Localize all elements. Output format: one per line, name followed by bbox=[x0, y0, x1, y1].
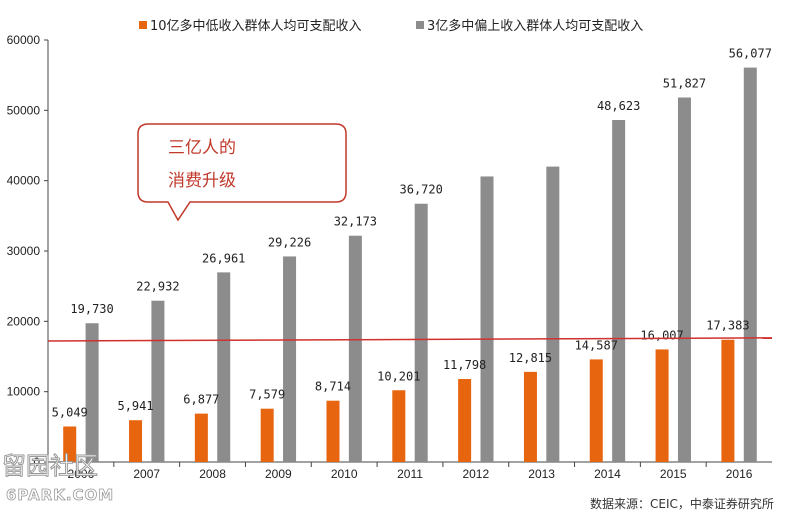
bar-upper-income bbox=[743, 67, 757, 462]
x-tick-label: 2014 bbox=[594, 467, 621, 481]
data-label-low-income: 5,049 bbox=[52, 405, 88, 419]
bar-low-income bbox=[721, 339, 735, 462]
x-tick-label: 2016 bbox=[726, 467, 753, 481]
bar-upper-income bbox=[348, 235, 362, 462]
bar-low-income bbox=[326, 400, 340, 462]
x-tick-label: 2009 bbox=[265, 467, 292, 481]
source-note: 数据来源：CEIC，中泰证券研究所 bbox=[590, 496, 774, 511]
callout: 三亿人的 消费升级 bbox=[137, 123, 347, 222]
bar-low-income bbox=[63, 426, 77, 462]
data-label-upper-income: 26,961 bbox=[202, 251, 245, 265]
bar-low-income bbox=[589, 359, 603, 462]
bar-low-income bbox=[458, 379, 472, 462]
data-label-upper-income: 36,720 bbox=[400, 183, 443, 197]
watermark-cn: 留园社区 bbox=[2, 452, 98, 480]
bar-upper-income bbox=[612, 120, 626, 462]
x-tick-label: 2013 bbox=[528, 467, 555, 481]
y-tick-label: 0 bbox=[33, 455, 40, 469]
data-label-upper-income: 51,827 bbox=[663, 76, 706, 90]
bar-upper-income bbox=[546, 166, 560, 462]
bar-low-income bbox=[392, 390, 406, 462]
data-label-low-income: 16,007 bbox=[640, 328, 683, 342]
data-labels: 5,049 5,941 6,877 7,579 8,714 10,201 11,798 12,… bbox=[52, 47, 772, 420]
reference-line bbox=[47, 337, 773, 342]
data-label-upper-income: 48,623 bbox=[597, 99, 640, 113]
data-label-low-income: 11,798 bbox=[443, 358, 486, 372]
data-label-low-income: 8,714 bbox=[315, 380, 351, 394]
data-label-upper-income: 56,077 bbox=[729, 47, 772, 61]
x-tick-label: 2008 bbox=[199, 467, 226, 481]
data-label-upper-income: 22,932 bbox=[136, 280, 179, 294]
x-tick-label: 2015 bbox=[660, 467, 687, 481]
bar-low-income bbox=[523, 371, 537, 462]
data-label-low-income: 7,579 bbox=[249, 388, 285, 402]
y-tick-label: 30000 bbox=[7, 244, 41, 258]
watermark: 留园社区 6PARK.COM bbox=[2, 452, 114, 505]
bar-low-income bbox=[129, 420, 143, 462]
x-tick-label: 2010 bbox=[331, 467, 358, 481]
bars bbox=[63, 67, 757, 463]
data-label-upper-income: 19,730 bbox=[70, 302, 113, 316]
data-label-low-income: 10,201 bbox=[377, 369, 420, 383]
x-tick-label: 2012 bbox=[462, 467, 489, 481]
x-axis-ticks: 2006 2007 2008 2009 2010 2011 2012 2013 2014 2015… bbox=[68, 462, 753, 481]
legend-label-upper-income: 3亿多中偏上收入群体人均可支配收入 bbox=[427, 18, 643, 34]
y-axis-ticks: 0 10000 20000 30000 40000 50000 60000 bbox=[7, 33, 48, 469]
bar-upper-income bbox=[151, 300, 165, 462]
y-tick-label: 20000 bbox=[7, 314, 41, 328]
bar-upper-income bbox=[677, 97, 691, 463]
y-tick-label: 50000 bbox=[7, 103, 41, 117]
legend: 10亿多中低收入群体人均可支配收入 3亿多中偏上收入群体人均可支配收入 bbox=[139, 18, 643, 34]
x-tick-label: 2011 bbox=[397, 467, 423, 481]
data-label-low-income: 14,587 bbox=[575, 338, 618, 352]
y-tick-label: 10000 bbox=[7, 385, 41, 399]
y-tick-label: 60000 bbox=[7, 33, 41, 47]
bar-upper-income bbox=[85, 323, 99, 462]
bar-upper-income bbox=[480, 176, 494, 463]
x-tick-label: 2006 bbox=[68, 467, 95, 481]
bar-low-income bbox=[260, 408, 274, 462]
watermark-en: 6PARK.COM bbox=[6, 486, 114, 504]
data-label-low-income: 17,383 bbox=[706, 319, 749, 333]
bar-low-income bbox=[194, 413, 208, 462]
data-label-low-income: 6,877 bbox=[183, 393, 219, 407]
legend-label-low-income: 10亿多中低收入群体人均可支配收入 bbox=[150, 18, 362, 34]
x-tick-label: 2007 bbox=[133, 467, 160, 481]
data-label-low-income: 5,941 bbox=[117, 399, 153, 413]
bar-upper-income bbox=[217, 272, 231, 462]
bar-low-income bbox=[655, 349, 669, 462]
y-tick-label: 40000 bbox=[7, 174, 41, 188]
callout-line-1: 三亿人的 bbox=[168, 138, 236, 158]
legend-swatch-upper-income bbox=[416, 21, 424, 29]
bar-upper-income bbox=[283, 256, 297, 462]
legend-swatch-low-income bbox=[139, 21, 147, 29]
data-label-upper-income: 29,226 bbox=[268, 235, 311, 249]
bar-upper-income bbox=[414, 203, 428, 462]
data-label-low-income: 12,815 bbox=[509, 351, 552, 365]
data-label-upper-income: 32,173 bbox=[334, 215, 377, 229]
callout-bubble bbox=[137, 123, 347, 222]
callout-line-2: 消费升级 bbox=[168, 171, 236, 191]
